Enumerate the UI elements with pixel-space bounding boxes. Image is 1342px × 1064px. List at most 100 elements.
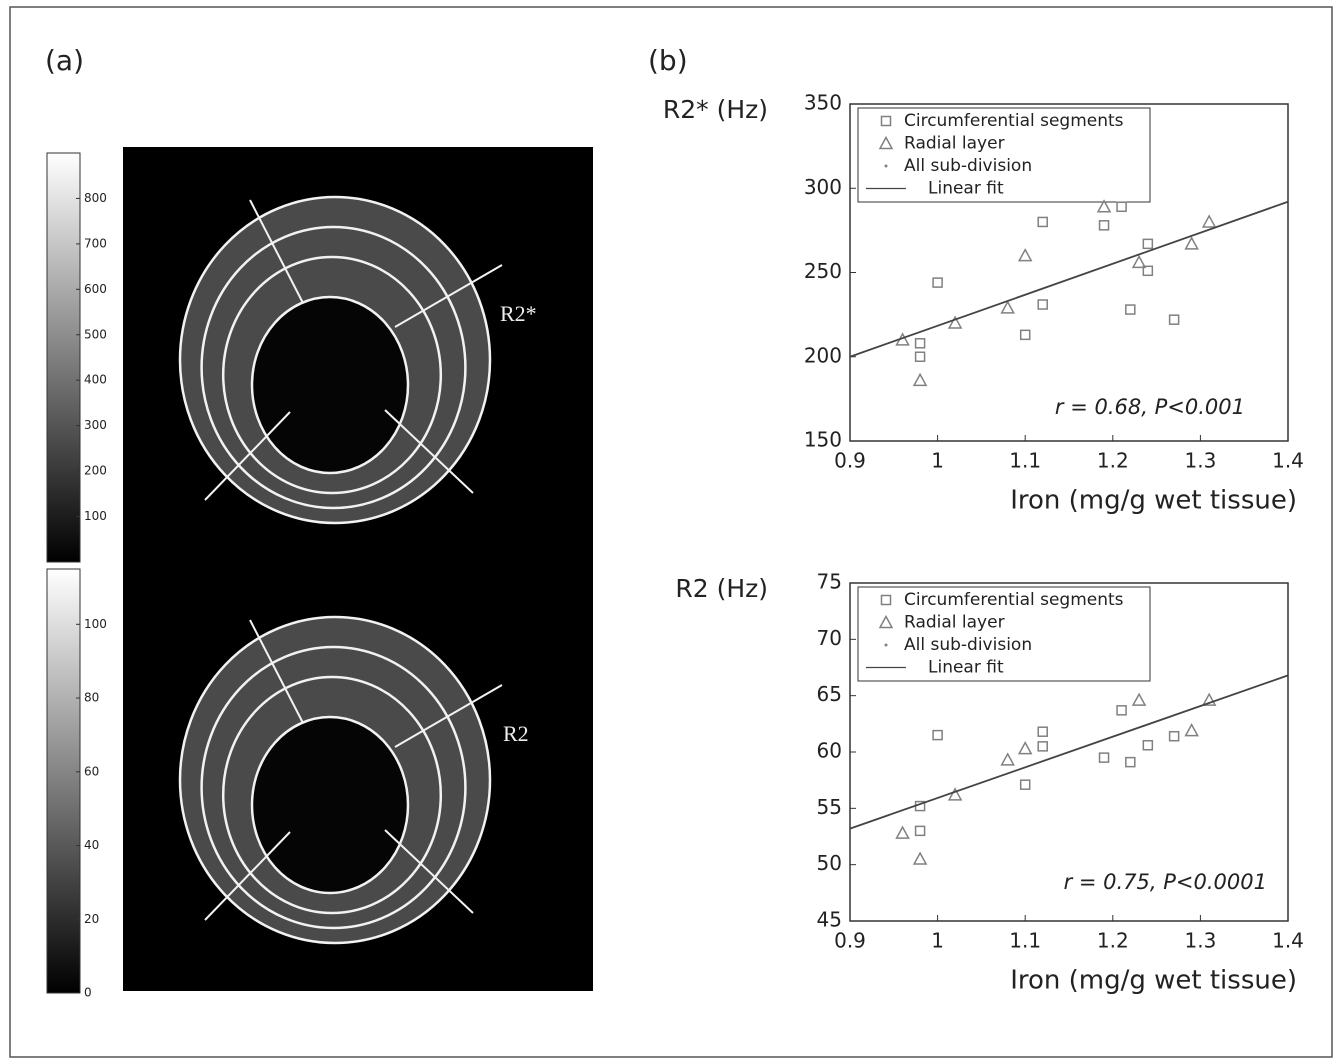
square-marker [1019, 329, 1031, 341]
x-tick-label: 1.3 [1184, 449, 1216, 473]
fit-line [849, 674, 1289, 830]
dot-marker [884, 643, 888, 647]
segment-line [384, 409, 474, 494]
square-marker [1037, 216, 1048, 228]
y-tick-label: 300 [804, 175, 842, 199]
contour [200, 645, 467, 930]
fit-line [849, 200, 1289, 358]
segment-line [249, 619, 304, 724]
contour [221, 255, 443, 495]
triangle-marker [912, 851, 928, 865]
x-axis-label: Iron (mg/g wet tissue) [1010, 966, 1297, 996]
x-tick-label: 1.2 [1097, 449, 1129, 473]
x-tick-label: 0.9 [834, 929, 866, 953]
triangle-marker [878, 614, 894, 629]
contour [221, 675, 443, 915]
triangle-marker [1131, 692, 1147, 706]
contour [200, 225, 467, 510]
contour [178, 615, 492, 945]
y-tick-label: 200 [804, 343, 842, 367]
square-marker [914, 351, 926, 362]
y-tick-label: 45 [817, 908, 842, 932]
triangle-marker [895, 825, 910, 839]
colorbar-tick-label: 800 [84, 191, 107, 205]
colorbar-tick-label: 600 [84, 282, 107, 296]
segment-line [204, 831, 291, 921]
y-tick-label: 65 [817, 682, 842, 706]
legend-label: Radial layer [904, 134, 1005, 154]
square-marker [880, 594, 892, 606]
annotation: r = 0.68, P<0.001 [1055, 395, 1245, 419]
x-tick-label: 1.2 [1097, 929, 1129, 953]
y-tick-label: 70 [817, 626, 842, 650]
colorbar-tick-label: 300 [84, 418, 107, 432]
legend-label: All sub-division [904, 635, 1032, 655]
x-tick-label: 1 [931, 929, 944, 953]
segment-line [394, 684, 503, 748]
square-marker [1037, 299, 1048, 310]
triangle-marker [912, 372, 928, 387]
square-marker [932, 277, 943, 288]
legend-label: Radial layer [904, 613, 1005, 633]
triangle-marker [1017, 741, 1033, 755]
colorbar-tick-label: 400 [84, 373, 107, 387]
colorbar-tick-label: 100 [84, 617, 107, 631]
colorbar-tick-label: 500 [84, 327, 107, 341]
y-tick-label: 250 [804, 259, 842, 283]
colorbar-tick-label: 700 [84, 236, 107, 250]
square-marker [1037, 726, 1048, 737]
cavity [252, 717, 408, 893]
square-marker [1142, 238, 1154, 250]
colorbar-tick-label: 0 [84, 986, 92, 1000]
y-axis-label: R2* (Hz) [663, 95, 768, 124]
panel-label: (b) [648, 44, 688, 77]
triangle-marker [1184, 236, 1199, 250]
square-marker [880, 115, 892, 127]
cavity [252, 297, 408, 473]
x-tick-label: 1.4 [1272, 449, 1304, 473]
y-tick-label: 55 [817, 795, 842, 819]
y-tick-label: 150 [804, 428, 842, 452]
triangle-marker [1201, 214, 1217, 228]
x-tick-label: 0.9 [834, 449, 866, 473]
segment-line [249, 199, 304, 304]
x-tick-label: 1.1 [1009, 929, 1041, 953]
square-marker [1168, 314, 1180, 325]
triangle-marker [1096, 199, 1112, 213]
square-marker [1098, 752, 1110, 763]
x-axis-label: Iron (mg/g wet tissue) [1010, 486, 1297, 516]
square-marker [1098, 220, 1110, 231]
triangle-marker [1000, 752, 1015, 766]
legend-label: Linear fit [928, 179, 1004, 199]
colorbar [46, 568, 81, 994]
triangle-marker [1000, 300, 1015, 314]
triangle-marker [1184, 723, 1199, 737]
colorbar-tick-label: 20 [84, 912, 99, 926]
x-tick-label: 1.4 [1272, 929, 1304, 953]
colorbar-tick-label: 40 [84, 838, 99, 852]
square-marker [1125, 304, 1136, 315]
colorbar-tick-label: 100 [84, 509, 107, 523]
y-axis-label: R2 (Hz) [675, 574, 768, 603]
y-tick-label: 60 [817, 739, 842, 763]
segment-line [204, 411, 291, 501]
segment-line [384, 829, 474, 914]
contour [178, 195, 492, 525]
triangle-marker [878, 135, 894, 150]
square-marker [1037, 741, 1048, 752]
square-marker [1168, 730, 1180, 742]
square-marker [932, 729, 943, 741]
colorbar-tick-label: 60 [84, 764, 99, 778]
square-marker [1125, 756, 1136, 768]
square-marker [914, 338, 926, 349]
x-tick-label: 1 [931, 449, 944, 473]
square-marker [1116, 201, 1127, 213]
frame [9, 6, 1333, 1058]
legend-box [857, 107, 1151, 203]
x-tick-label: 1.1 [1009, 449, 1041, 473]
triangle-marker [1131, 254, 1147, 269]
square-marker [1116, 705, 1127, 716]
legend-box [857, 586, 1151, 682]
x-tick-label: 1.3 [1184, 929, 1216, 953]
